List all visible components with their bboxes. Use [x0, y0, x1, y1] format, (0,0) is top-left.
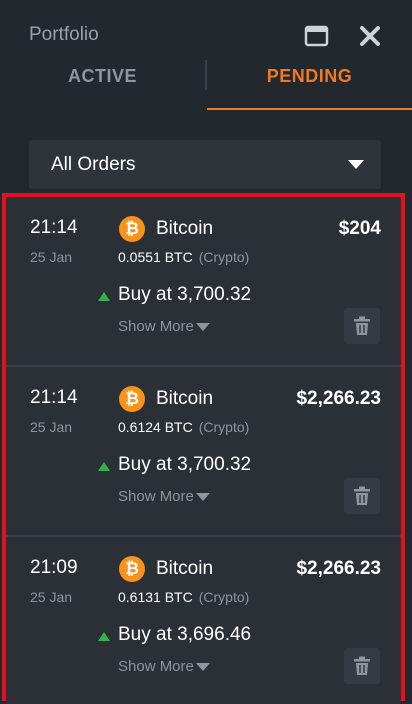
show-more-toggle[interactable]: Show More	[118, 318, 210, 335]
order-category: (Crypto)	[199, 419, 250, 435]
order-time: 21:14	[30, 387, 78, 409]
order-amount: $2,266.23	[296, 558, 381, 580]
delete-order-button[interactable]	[344, 648, 380, 684]
delete-order-button[interactable]	[344, 308, 380, 344]
order-instrument: Bitcoin	[156, 218, 213, 240]
order-category: (Crypto)	[199, 249, 250, 265]
show-more-label: Show More	[118, 318, 194, 335]
order-filter-value: All Orders	[51, 154, 135, 176]
order-quantity-value: 0.6131 BTC	[118, 589, 193, 605]
order-quantity-value: 0.6124 BTC	[118, 419, 193, 435]
caret-down-icon	[348, 160, 364, 169]
show-more-toggle[interactable]: Show More	[118, 488, 210, 505]
tab-pending[interactable]: PENDING	[207, 60, 412, 110]
order-filter-dropdown[interactable]: All Orders	[29, 140, 381, 189]
show-more-label: Show More	[118, 488, 194, 505]
order-amount: $2,266.23	[296, 388, 381, 410]
order-row[interactable]: 21:14 25 Jan ₿ Bitcoin $2,266.23 0.6124 …	[6, 367, 401, 535]
chevron-down-icon	[196, 323, 210, 331]
portfolio-header: Portfolio	[0, 0, 412, 60]
order-instrument: Bitcoin	[156, 558, 213, 580]
chevron-down-icon	[196, 663, 210, 671]
order-category: (Crypto)	[199, 589, 250, 605]
maximize-icon	[304, 24, 330, 48]
trash-icon	[353, 656, 371, 676]
order-date: 25 Jan	[30, 419, 72, 435]
up-arrow-icon	[98, 462, 110, 471]
order-row[interactable]: 21:09 25 Jan ₿ Bitcoin $2,266.23 0.6131 …	[6, 537, 401, 704]
order-quantity-value: 0.0551 BTC	[118, 249, 193, 265]
order-quantity: 0.0551 BTC (Crypto)	[118, 249, 249, 265]
order-time: 21:14	[30, 217, 78, 239]
tab-active[interactable]: ACTIVE	[0, 60, 205, 110]
order-instrument: Bitcoin	[156, 388, 213, 410]
order-date: 25 Jan	[30, 249, 72, 265]
order-date: 25 Jan	[30, 589, 72, 605]
delete-order-button[interactable]	[344, 478, 380, 514]
order-action: Buy at 3,700.32	[118, 454, 251, 476]
close-icon	[359, 25, 381, 47]
trash-icon	[353, 316, 371, 336]
bitcoin-icon: ₿	[119, 556, 145, 582]
bitcoin-icon: ₿	[119, 216, 145, 242]
maximize-button[interactable]	[303, 22, 331, 50]
bitcoin-icon: ₿	[119, 386, 145, 412]
order-action: Buy at 3,700.32	[118, 284, 251, 306]
up-arrow-icon	[98, 292, 110, 301]
order-quantity: 0.6131 BTC (Crypto)	[118, 589, 249, 605]
show-more-label: Show More	[118, 658, 194, 675]
close-button[interactable]	[356, 22, 384, 50]
chevron-down-icon	[196, 493, 210, 501]
tab-bar: ACTIVE PENDING	[0, 60, 412, 110]
pending-orders-list: 21:14 25 Jan ₿ Bitcoin $204 0.0551 BTC (C…	[2, 193, 405, 701]
show-more-toggle[interactable]: Show More	[118, 658, 210, 675]
trash-icon	[353, 486, 371, 506]
order-amount: $204	[339, 218, 381, 240]
order-action: Buy at 3,696.46	[118, 624, 251, 646]
order-time: 21:09	[30, 557, 78, 579]
up-arrow-icon	[98, 632, 110, 641]
order-row[interactable]: 21:14 25 Jan ₿ Bitcoin $204 0.0551 BTC (C…	[6, 197, 401, 365]
portfolio-title: Portfolio	[29, 24, 99, 46]
order-quantity: 0.6124 BTC (Crypto)	[118, 419, 249, 435]
